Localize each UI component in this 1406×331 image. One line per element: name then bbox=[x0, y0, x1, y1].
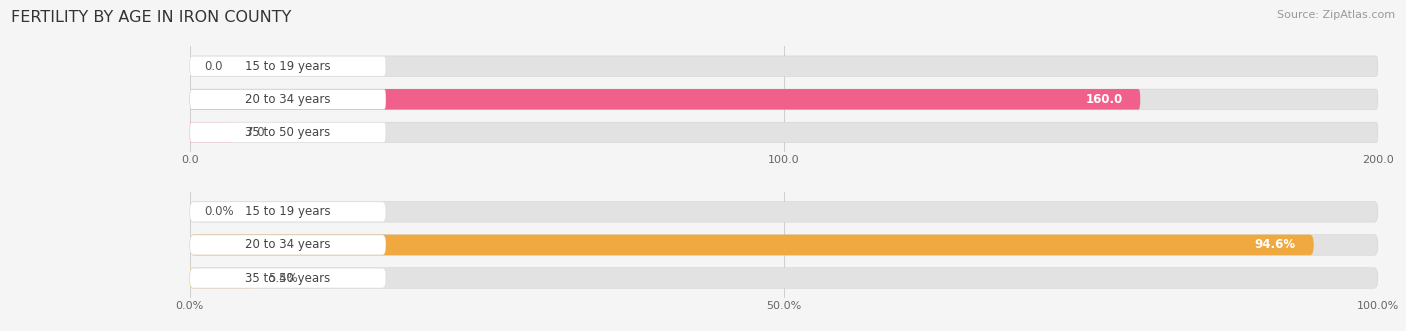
FancyBboxPatch shape bbox=[190, 89, 385, 109]
FancyBboxPatch shape bbox=[190, 122, 232, 143]
FancyBboxPatch shape bbox=[190, 56, 1378, 76]
FancyBboxPatch shape bbox=[190, 268, 385, 288]
Text: FERTILITY BY AGE IN IRON COUNTY: FERTILITY BY AGE IN IRON COUNTY bbox=[11, 10, 291, 25]
Text: 35 to 50 years: 35 to 50 years bbox=[245, 271, 330, 285]
FancyBboxPatch shape bbox=[190, 268, 1378, 288]
Text: 7.0: 7.0 bbox=[246, 126, 264, 139]
FancyBboxPatch shape bbox=[190, 56, 385, 76]
Text: 5.4%: 5.4% bbox=[269, 271, 298, 285]
Text: 0.0: 0.0 bbox=[204, 60, 222, 73]
FancyBboxPatch shape bbox=[190, 122, 1378, 143]
FancyBboxPatch shape bbox=[190, 89, 1378, 110]
FancyBboxPatch shape bbox=[190, 235, 1378, 255]
FancyBboxPatch shape bbox=[190, 235, 1313, 255]
Text: 0.0%: 0.0% bbox=[204, 205, 233, 218]
FancyBboxPatch shape bbox=[190, 89, 1140, 110]
FancyBboxPatch shape bbox=[190, 268, 254, 288]
FancyBboxPatch shape bbox=[190, 202, 385, 222]
Text: 20 to 34 years: 20 to 34 years bbox=[245, 93, 330, 106]
Text: 15 to 19 years: 15 to 19 years bbox=[245, 205, 330, 218]
FancyBboxPatch shape bbox=[190, 235, 385, 255]
FancyBboxPatch shape bbox=[190, 202, 1378, 222]
Text: 35 to 50 years: 35 to 50 years bbox=[245, 126, 330, 139]
Text: 20 to 34 years: 20 to 34 years bbox=[245, 238, 330, 252]
Text: 160.0: 160.0 bbox=[1085, 93, 1122, 106]
Text: 15 to 19 years: 15 to 19 years bbox=[245, 60, 330, 73]
FancyBboxPatch shape bbox=[190, 122, 385, 142]
Text: 94.6%: 94.6% bbox=[1254, 238, 1296, 252]
Text: Source: ZipAtlas.com: Source: ZipAtlas.com bbox=[1277, 10, 1395, 20]
